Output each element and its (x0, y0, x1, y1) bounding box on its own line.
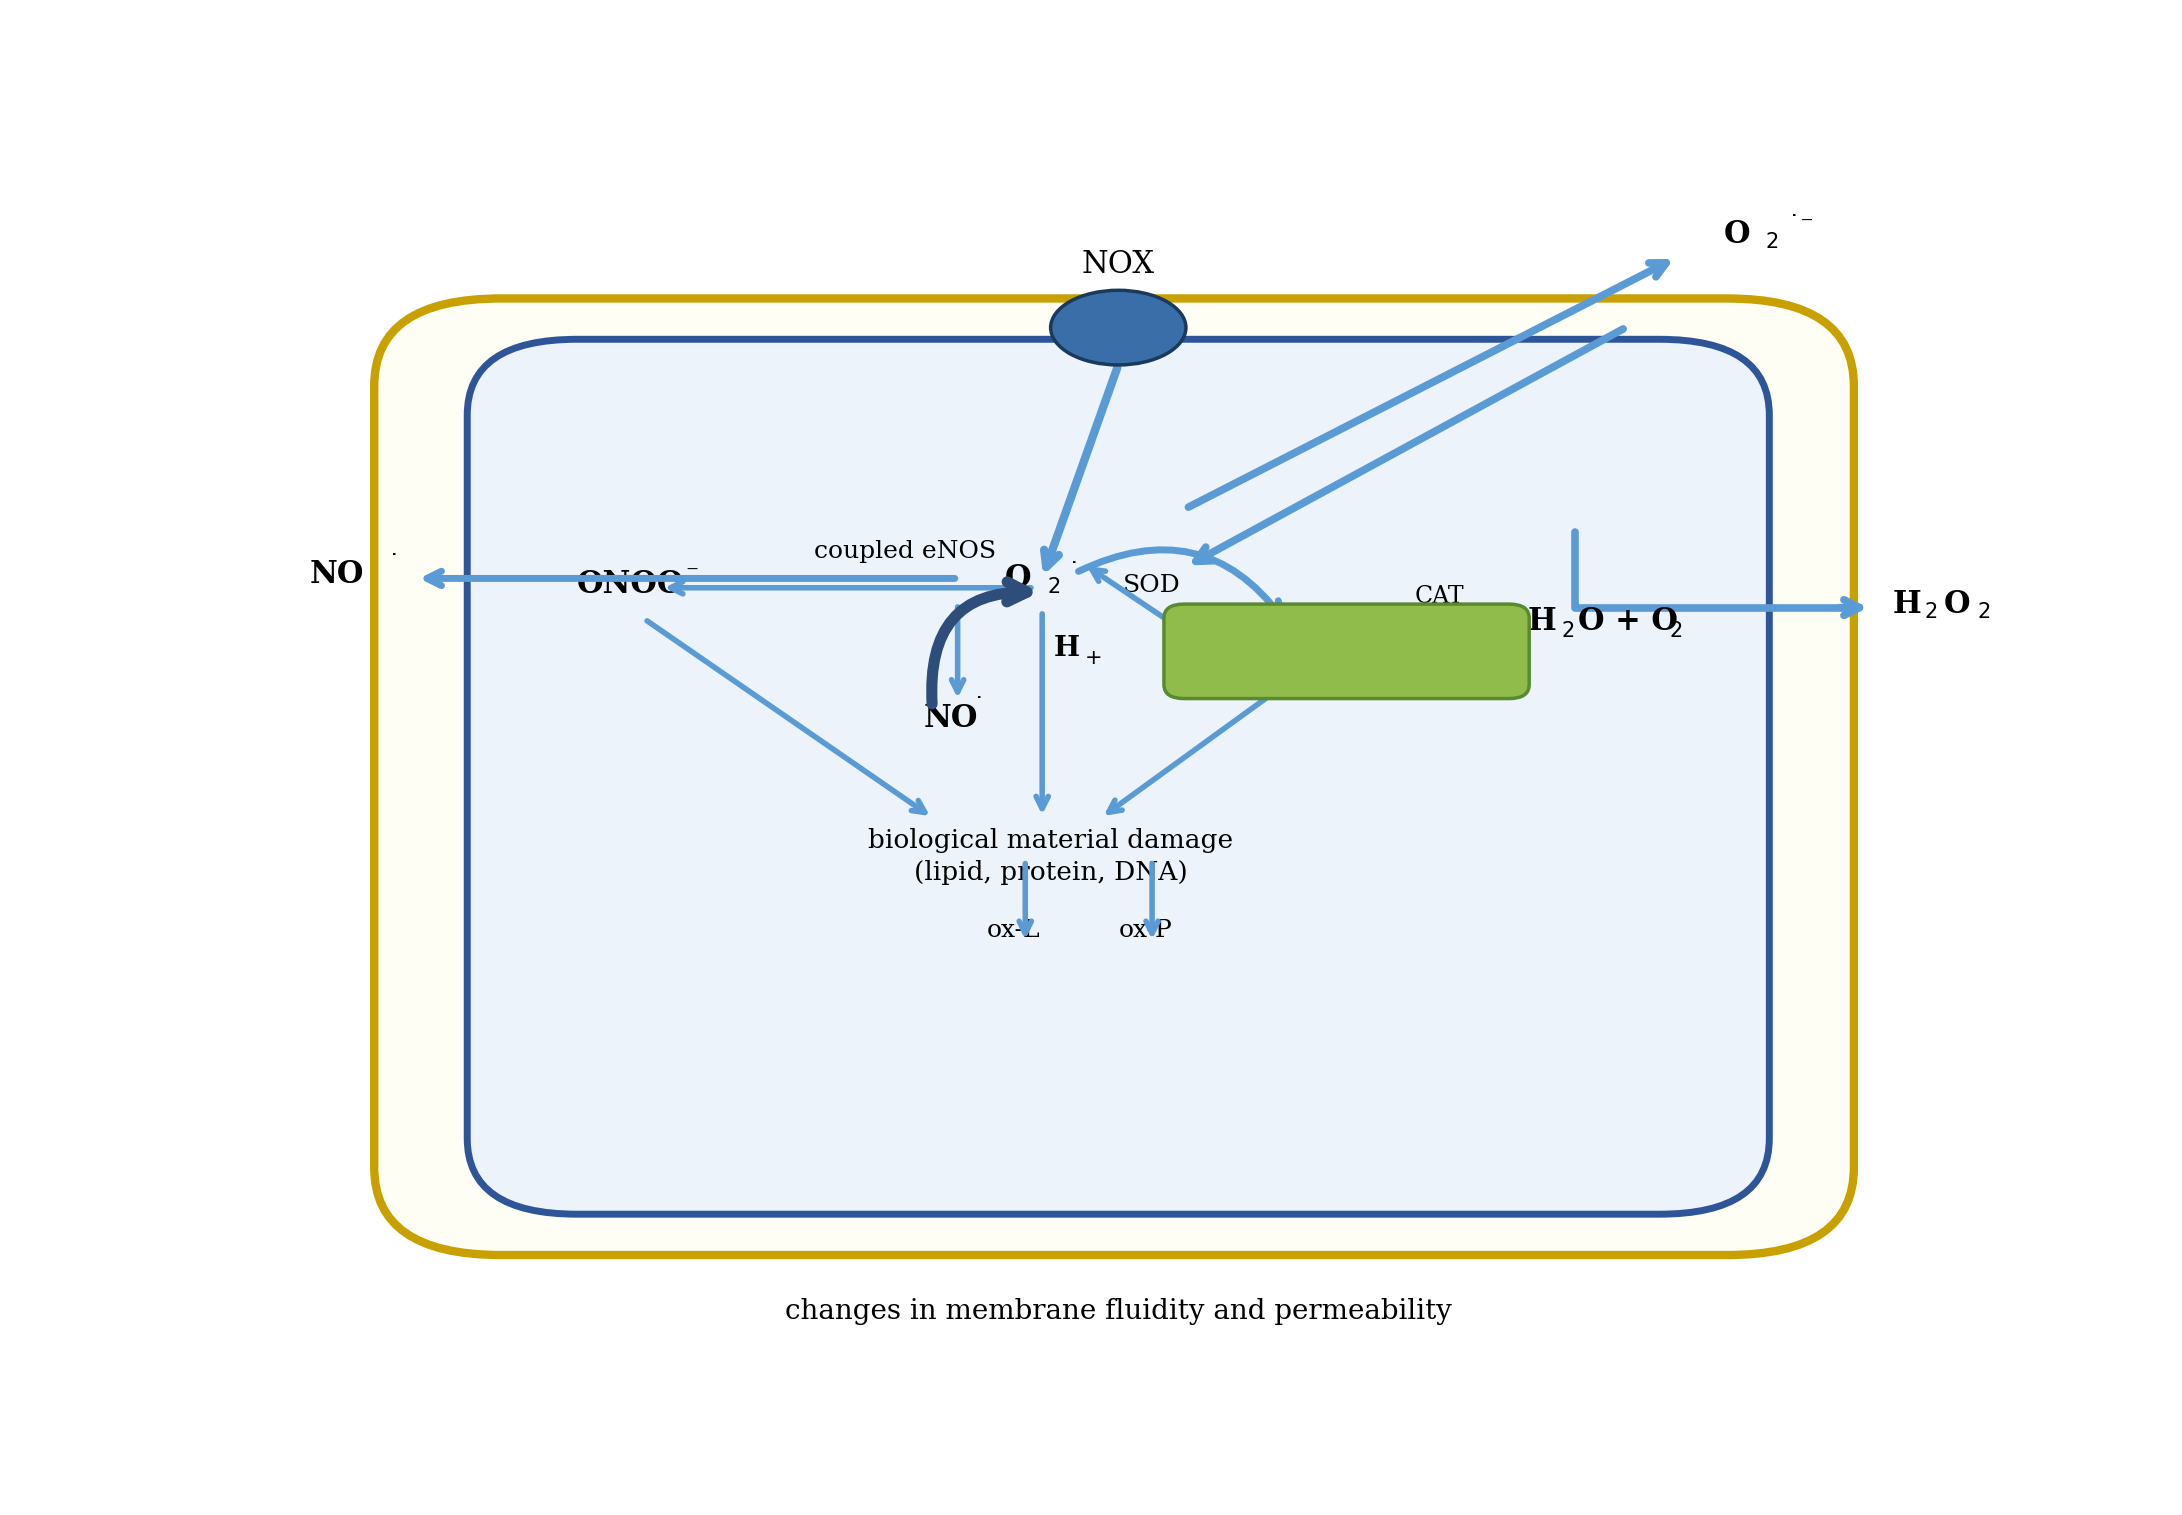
Text: CAT: CAT (1414, 585, 1464, 608)
Text: NO: NO (310, 559, 364, 591)
Text: O: O (1333, 606, 1359, 638)
Text: ˙: ˙ (973, 695, 986, 718)
FancyBboxPatch shape (467, 339, 1770, 1214)
Text: (lipid, protein, DNA): (lipid, protein, DNA) (914, 861, 1187, 885)
Text: O: O (1944, 589, 1970, 620)
Text: ˙⁻: ˙⁻ (1787, 214, 1813, 238)
Text: NO: NO (923, 703, 978, 733)
Text: H: H (1281, 606, 1309, 638)
Text: ˙: ˙ (388, 553, 399, 576)
Text: NOX: NOX (1082, 248, 1154, 280)
Text: H: H (1527, 606, 1556, 638)
Text: 2: 2 (1047, 577, 1060, 597)
Text: O + O: O + O (1578, 606, 1678, 638)
Text: 2: 2 (1669, 621, 1682, 641)
Text: O: O (1006, 564, 1032, 594)
Text: 2: 2 (1368, 621, 1381, 641)
Text: O: O (1724, 218, 1750, 250)
FancyBboxPatch shape (1163, 604, 1530, 698)
Text: H: H (1054, 635, 1080, 662)
Text: 2: 2 (1977, 603, 1990, 623)
Text: ONOO: ONOO (576, 568, 685, 600)
Text: biological material damage: biological material damage (868, 829, 1233, 853)
Ellipse shape (1052, 291, 1187, 365)
Text: 2: 2 (1925, 603, 1938, 623)
Text: 2: 2 (1314, 621, 1327, 641)
Text: H: H (1892, 589, 1922, 620)
Text: +: + (1084, 648, 1102, 668)
Text: 2: 2 (1765, 232, 1778, 253)
FancyBboxPatch shape (375, 298, 1855, 1254)
Text: ⁻: ⁻ (685, 564, 698, 586)
Text: ox-L: ox-L (986, 920, 1041, 942)
Text: coupled eNOS: coupled eNOS (814, 541, 995, 564)
Text: 2: 2 (1562, 621, 1575, 641)
Text: mitochondrium: mitochondrium (1244, 639, 1449, 662)
Text: changes in membrane fluidity and permeability: changes in membrane fluidity and permeab… (786, 1297, 1451, 1324)
Text: ˙⁻: ˙⁻ (1067, 561, 1093, 585)
Text: ox-P: ox-P (1119, 920, 1172, 942)
Text: SOD: SOD (1124, 574, 1180, 597)
